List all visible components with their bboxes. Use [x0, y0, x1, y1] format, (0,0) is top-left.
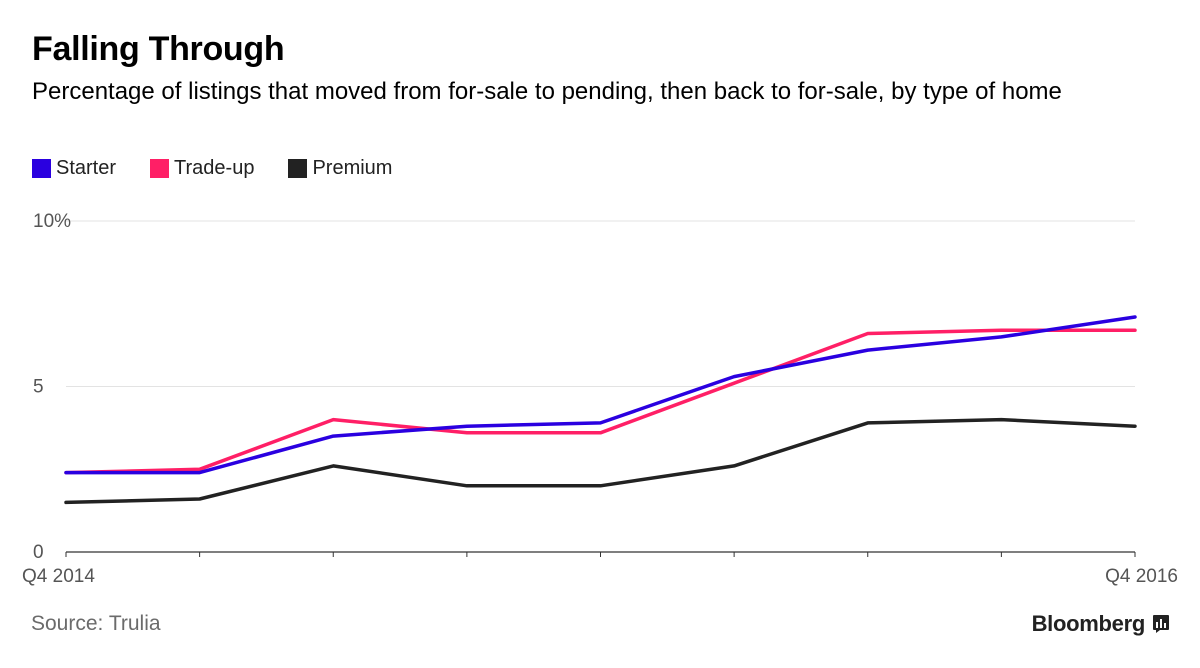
legend-label-trade-up: Trade-up — [174, 156, 255, 179]
chart-subtitle: Percentage of listings that moved from f… — [32, 78, 1062, 105]
y-tick-label-10: 10% — [33, 211, 71, 232]
legend-item-premium: Premium — [288, 157, 392, 180]
legend-swatch-starter — [32, 158, 51, 178]
x-tick-label-end: Q4 2016 — [1105, 566, 1178, 587]
chart-title: Falling Through — [32, 30, 285, 68]
brand-logo: Bloomberg — [1032, 611, 1170, 637]
brand-wordmark: Bloomberg — [1031, 611, 1146, 636]
y-tick-label-5: 5 — [33, 377, 44, 398]
legend-item-trade-up: Trade-up — [150, 157, 254, 180]
series-line-trade-up — [64, 328, 1137, 475]
x-tick-label-start: Q4 2014 — [22, 566, 95, 587]
legend-swatch-premium — [288, 158, 308, 178]
legend: Starter Trade-up Premium — [32, 154, 426, 182]
series-line-starter — [64, 315, 1137, 475]
legend-item-starter: Starter — [32, 157, 116, 180]
y-tick-label-0: 0 — [33, 542, 44, 563]
legend-label-starter: Starter — [56, 156, 117, 179]
legend-swatch-trade-up — [150, 158, 170, 178]
source-note: Source: Trulia — [31, 612, 161, 635]
series-line-premium — [64, 417, 1137, 505]
bloomberg-terminal-icon — [1153, 615, 1169, 633]
legend-label-premium: Premium — [312, 156, 393, 179]
